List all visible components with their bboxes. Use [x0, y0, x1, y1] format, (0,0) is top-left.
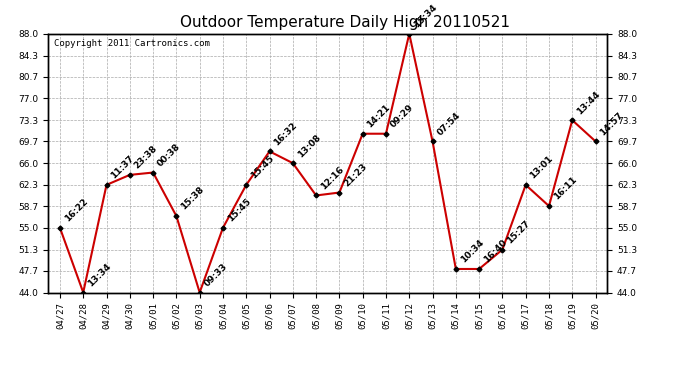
Text: 13:34: 13:34	[86, 262, 112, 288]
Text: 12:16: 12:16	[319, 165, 346, 191]
Text: 15:45: 15:45	[226, 197, 253, 223]
Text: 13:44: 13:44	[575, 89, 602, 116]
Text: 21:23: 21:23	[342, 162, 368, 188]
Text: 09:29: 09:29	[388, 103, 415, 129]
Text: 14:21: 14:21	[366, 103, 392, 129]
Text: 16:32: 16:32	[273, 121, 299, 147]
Text: 07:54: 07:54	[435, 111, 462, 137]
Text: 23:38: 23:38	[132, 144, 159, 171]
Text: Outdoor Temperature Daily High 20110521: Outdoor Temperature Daily High 20110521	[180, 15, 510, 30]
Text: 13:01: 13:01	[529, 154, 555, 181]
Text: 15:34: 15:34	[412, 3, 439, 30]
Text: Copyright 2011 Cartronics.com: Copyright 2011 Cartronics.com	[54, 39, 210, 48]
Text: 16:11: 16:11	[552, 175, 578, 202]
Text: 16:22: 16:22	[63, 197, 89, 223]
Text: 09:33: 09:33	[202, 262, 229, 288]
Text: 16:40: 16:40	[482, 238, 509, 265]
Text: 13:08: 13:08	[295, 132, 322, 159]
Text: 15:38: 15:38	[179, 185, 206, 212]
Text: 15:27: 15:27	[505, 219, 532, 245]
Text: 14:57: 14:57	[598, 110, 625, 137]
Text: 10:34: 10:34	[459, 238, 485, 265]
Text: 11:37: 11:37	[109, 154, 136, 181]
Text: 15:45: 15:45	[249, 154, 276, 181]
Text: 00:38: 00:38	[156, 142, 182, 168]
